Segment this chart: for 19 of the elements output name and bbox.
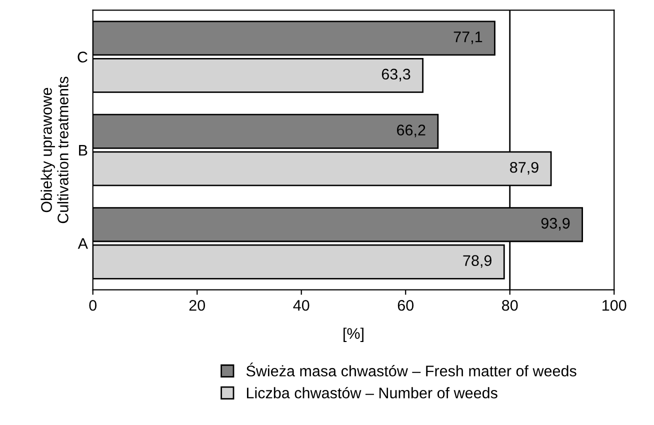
- y-tick-label: C: [78, 52, 88, 62]
- data-label: 78,9: [463, 255, 492, 268]
- legend-label: Świeża masa chwastów – Fresh matter of weeds: [246, 362, 576, 376]
- legend-label: Liczba chwastów – Number of weeds: [246, 386, 498, 398]
- y-tick-label: A: [78, 238, 88, 249]
- x-tick-label: 80: [502, 300, 518, 311]
- x-tick-label: 100: [602, 300, 626, 311]
- x-tick-label: 0: [89, 300, 97, 311]
- x-tick-label: 60: [398, 300, 414, 311]
- data-label: 93,9: [541, 218, 570, 231]
- data-label: 77,1: [454, 32, 482, 44]
- data-label: 87,9: [510, 162, 538, 175]
- x-tick-label: 40: [293, 300, 310, 311]
- x-axis-title: [%]: [344, 328, 364, 342]
- y-tick-label: B: [79, 145, 88, 156]
- data-label: 66,2: [397, 124, 426, 138]
- data-label: 63,3: [382, 68, 410, 82]
- x-tick-label: 20: [189, 300, 206, 311]
- y-axis-title: Obiekty uprawowe Cultivation treatments: [40, 76, 68, 224]
